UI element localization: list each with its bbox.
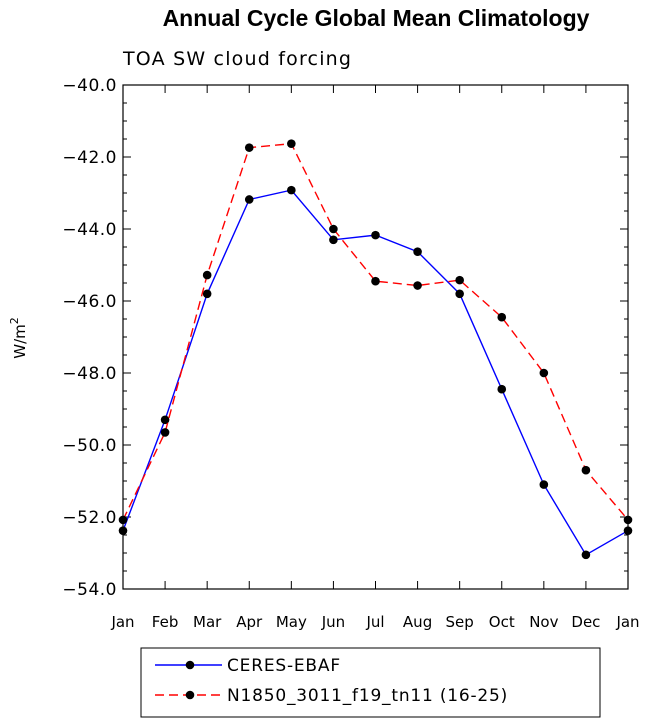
chart-subtitle: TOA SW cloud forcing — [122, 48, 352, 70]
legend-label-1: CERES-EBAF — [227, 656, 341, 676]
legend: CERES-EBAF N1850_3011_f19_tn11 (16-25) — [140, 647, 601, 718]
x-tick-label: Nov — [529, 613, 558, 631]
legend-label-2: N1850_3011_f19_tn11 (16-25) — [227, 686, 508, 706]
x-tick-label: May — [276, 613, 307, 631]
series-2-point — [371, 276, 380, 286]
y-tick-label: −44.0 — [62, 220, 117, 240]
y-tick-label: −42.0 — [62, 148, 117, 168]
x-tick-label: Feb — [152, 613, 179, 631]
series-1-point — [329, 235, 338, 245]
series-2-point — [160, 428, 170, 437]
series-2-point — [287, 139, 296, 148]
series-1-point — [371, 230, 380, 240]
series-line-2 — [122, 142, 629, 521]
x-tick-label: Sep — [446, 613, 474, 631]
chart-title: Annual Cycle Global Mean Climatology — [163, 5, 590, 31]
series-1-point — [539, 480, 549, 489]
x-tick-label: Jun — [321, 613, 345, 631]
legend-marker-2 — [185, 690, 195, 700]
series-1-point — [287, 185, 296, 195]
x-tick-label: Dec — [571, 613, 600, 631]
x-tick-label: Jan — [615, 613, 639, 631]
x-tick-label: Apr — [236, 613, 263, 631]
x-tick-label: Jan — [110, 613, 134, 631]
y-axis-label-text: W/m — [11, 324, 29, 359]
y-tick-label: −46.0 — [62, 292, 117, 312]
y-axis-label-superscript: 2 — [8, 317, 21, 324]
y-tick-label: −54.0 — [62, 580, 117, 600]
legend-box — [140, 647, 601, 718]
x-tick-label: Oct — [489, 613, 515, 631]
series-2-point — [329, 224, 338, 234]
series-1-point — [202, 289, 212, 299]
legend-marker-1 — [185, 660, 195, 670]
series-2-point — [497, 312, 507, 322]
series-2-point — [244, 143, 254, 152]
series-2-point — [455, 275, 464, 285]
series-2-point — [202, 270, 212, 280]
series-2-point — [413, 281, 422, 290]
y-tick-label: −48.0 — [62, 364, 117, 384]
series-1-point — [455, 289, 464, 299]
series-line-1 — [122, 189, 629, 556]
series-1-point — [160, 415, 170, 425]
series-2-point — [539, 368, 549, 378]
series-1-point — [413, 247, 422, 256]
x-tick-label: Mar — [193, 613, 222, 631]
y-tick-label: −52.0 — [62, 508, 117, 528]
y-tick-label: −40.0 — [62, 76, 117, 96]
series-1-point — [244, 195, 254, 204]
series-2-point — [581, 465, 591, 475]
plot-area: −54.0 −52.0 −50.0 −48.0 −46.0 −44.0 −42.0 −40.0… — [62, 76, 639, 631]
y-tick-label: −50.0 — [62, 436, 117, 456]
x-tick-label: Jul — [365, 613, 384, 631]
series-1-point — [581, 550, 591, 560]
series-1-point — [497, 384, 507, 394]
y-axis-label: W/m2 — [8, 317, 29, 359]
x-tick-label: Aug — [403, 613, 432, 631]
plot-frame — [122, 84, 629, 590]
